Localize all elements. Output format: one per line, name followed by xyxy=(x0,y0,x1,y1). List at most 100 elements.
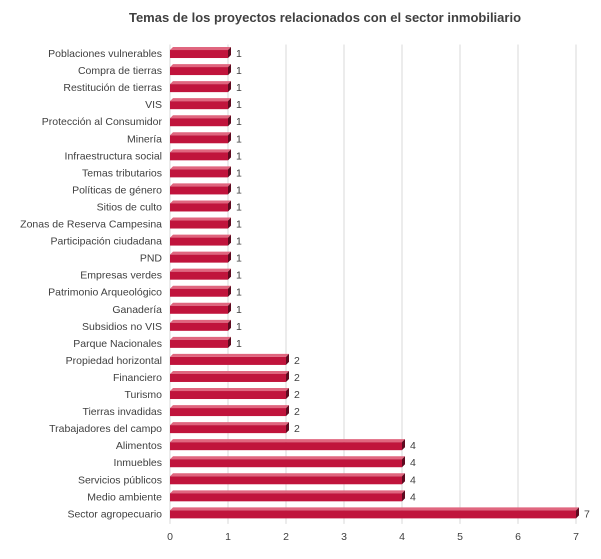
category-label: Participación ciudadana xyxy=(51,236,163,248)
bar-side-face xyxy=(228,115,231,127)
bar xyxy=(170,370,289,382)
bar xyxy=(170,285,231,297)
bar-side-face xyxy=(228,64,231,76)
bar-front-face xyxy=(170,237,228,246)
bar-side-face xyxy=(286,388,289,400)
bar-front-face xyxy=(170,169,228,178)
bar xyxy=(170,473,405,485)
bar-front-face xyxy=(170,203,228,212)
category-label: Turismo xyxy=(124,389,162,401)
bar-front-face xyxy=(170,254,228,263)
bar-front-face xyxy=(170,305,228,314)
bar-top-face xyxy=(170,115,231,119)
bar-side-face xyxy=(228,183,231,195)
category-label: Temas tributarios xyxy=(82,167,162,179)
bar-front-face xyxy=(170,510,576,519)
category-label: Sitios de culto xyxy=(97,201,163,213)
bar-front-face xyxy=(170,339,228,348)
x-tick-label: 3 xyxy=(341,531,347,543)
bar-side-face xyxy=(228,81,231,93)
bar-side-face xyxy=(286,405,289,417)
bar xyxy=(170,456,405,468)
bar-side-face xyxy=(228,302,231,314)
bar-side-face xyxy=(228,166,231,178)
data-label: 4 xyxy=(410,474,416,486)
bar-side-face xyxy=(228,268,231,280)
data-label: 1 xyxy=(236,150,242,162)
bar-top-face xyxy=(170,166,231,170)
bar-front-face xyxy=(170,118,228,127)
data-label: 1 xyxy=(236,270,242,282)
category-label: VIS xyxy=(145,99,162,111)
data-labels: 1 1 1 1 1 1 1 1 1 1 1 1 1 1 1 1 1 1 2 2 2 2 2 4 4 4 4 7 xyxy=(236,48,590,520)
category-label: Protección al Consumidor xyxy=(42,116,163,128)
data-label: 1 xyxy=(236,82,242,94)
bar xyxy=(170,64,231,76)
category-label: Servicios públicos xyxy=(78,474,162,486)
bar-top-face xyxy=(170,405,289,409)
data-label: 4 xyxy=(410,457,416,469)
category-label: Ganadería xyxy=(112,304,162,316)
bar xyxy=(170,217,231,229)
bar xyxy=(170,405,289,417)
bar-side-face xyxy=(286,370,289,382)
bar-top-face xyxy=(170,149,231,153)
bar xyxy=(170,302,231,314)
bar xyxy=(170,490,405,502)
bar xyxy=(170,47,231,59)
bar-top-face xyxy=(170,507,579,511)
data-label: 1 xyxy=(236,116,242,128)
bar-front-face xyxy=(170,67,228,76)
category-label: Trabajadores del campo xyxy=(49,423,162,435)
data-label: 2 xyxy=(294,423,300,435)
bar-side-face xyxy=(228,132,231,144)
bar xyxy=(170,200,231,212)
x-tick-label: 1 xyxy=(225,531,231,543)
bar-top-face xyxy=(170,132,231,136)
x-tick-label: 2 xyxy=(283,531,289,543)
bar-top-face xyxy=(170,302,231,306)
bar-top-face xyxy=(170,422,289,426)
bar-front-face xyxy=(170,493,402,502)
data-label: 1 xyxy=(236,201,242,213)
bar-front-face xyxy=(170,356,286,365)
category-label: Financiero xyxy=(113,372,162,384)
bar-front-face xyxy=(170,271,228,280)
category-label: Sector agropecuario xyxy=(67,508,162,520)
bar-side-face xyxy=(228,217,231,229)
data-label: 2 xyxy=(294,372,300,384)
bar xyxy=(170,183,231,195)
data-label: 1 xyxy=(236,99,242,111)
bar xyxy=(170,81,231,93)
category-label: PND xyxy=(140,253,163,265)
bar-top-face xyxy=(170,319,231,323)
bar-top-face xyxy=(170,336,231,340)
bar-top-face xyxy=(170,47,231,51)
x-axis-tick-labels: 0 1 2 3 4 5 6 7 xyxy=(167,531,579,543)
bars xyxy=(170,47,579,519)
bar xyxy=(170,98,231,110)
category-labels: Poblaciones vulnerables Compra de tierras… xyxy=(20,48,162,520)
bar-side-face xyxy=(228,251,231,263)
bar-front-face xyxy=(170,152,228,161)
bar-front-face xyxy=(170,135,228,144)
bar-top-face xyxy=(170,98,231,102)
bar-side-face xyxy=(228,336,231,348)
category-label: Minería xyxy=(127,133,162,145)
bar-front-face xyxy=(170,373,286,382)
chart-title: Temas de los proyectos relacionados con … xyxy=(129,10,521,25)
bar-top-face xyxy=(170,234,231,238)
data-label: 1 xyxy=(236,236,242,248)
category-label: Tierras invadidas xyxy=(82,406,162,418)
bar-top-face xyxy=(170,388,289,392)
bar xyxy=(170,115,231,127)
bar-top-face xyxy=(170,370,289,374)
data-label: 1 xyxy=(236,133,242,145)
bar xyxy=(170,439,405,451)
bar-front-face xyxy=(170,391,286,400)
bar xyxy=(170,149,231,161)
bar-top-face xyxy=(170,353,289,357)
data-label: 1 xyxy=(236,253,242,265)
data-label: 1 xyxy=(236,167,242,179)
